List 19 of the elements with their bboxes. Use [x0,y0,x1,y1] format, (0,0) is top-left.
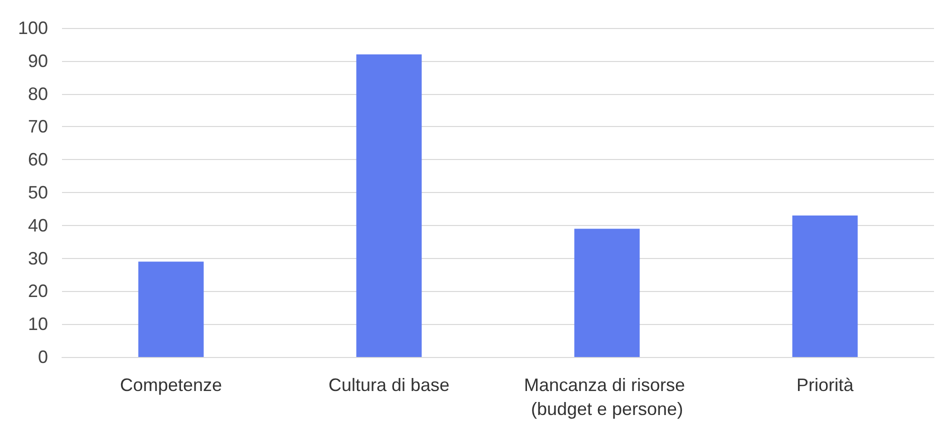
y-tick-label: 30 [28,248,48,268]
y-tick-label: 10 [28,314,48,334]
x-tick-label: Priorità [796,375,854,395]
y-tick-label: 70 [28,116,48,137]
y-tick-label: 50 [28,182,48,202]
bar [356,54,422,357]
y-tick-label: 80 [28,84,48,104]
bar [574,228,640,357]
y-tick-label: 0 [38,347,48,367]
x-tick-label: Cultura di base [328,375,450,395]
x-tick-label: Competenze [120,375,222,395]
x-tick-label: Mancanza di risorse (budget e persone) [524,375,690,419]
y-tick-label: 40 [28,215,48,236]
bar [138,262,204,357]
y-tick-label: 20 [28,281,48,302]
bar [792,216,858,357]
y-tick-label: 100 [18,18,48,38]
y-tick-label: 60 [28,150,48,170]
y-tick-label: 90 [28,50,48,71]
